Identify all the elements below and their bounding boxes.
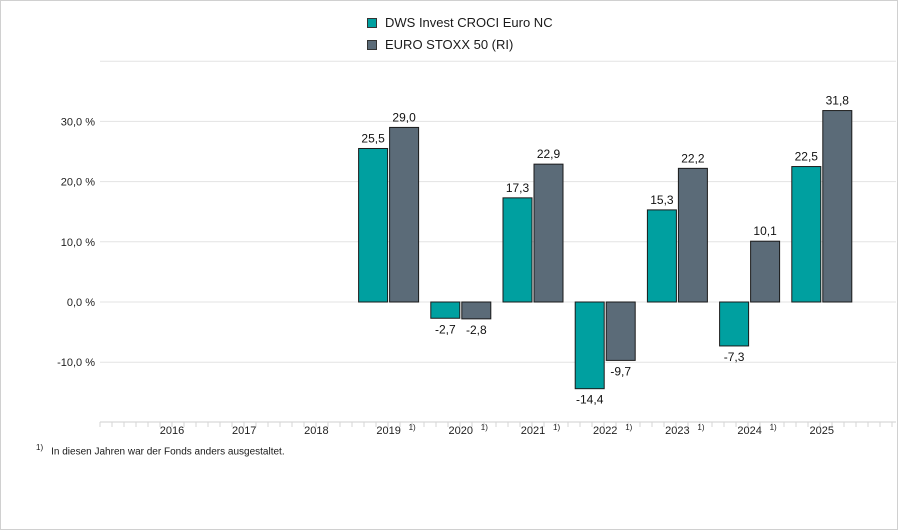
bar-fund <box>646 209 677 303</box>
x-tick-label: 2019 <box>376 425 400 437</box>
bar-fund <box>791 166 822 303</box>
x-tick-label: 2024 <box>737 425 761 437</box>
y-tick-label: 0,0 % <box>67 297 95 309</box>
legend-label-index: EURO STOXX 50 (RI) <box>385 37 514 52</box>
x-tick-label: 2017 <box>232 425 256 437</box>
x-tick-label: 2023 <box>665 425 689 437</box>
bar-fund <box>502 197 533 303</box>
bar-value-label: -14,4 <box>576 393 604 407</box>
x-tick-footnote-mark: 1) <box>409 423 416 432</box>
bar-fund <box>430 301 461 319</box>
bar-value-label: 22,9 <box>537 147 561 161</box>
bar-index <box>461 301 492 320</box>
x-tick-footnote-mark: 1) <box>553 423 560 432</box>
bar-index <box>822 110 853 303</box>
bar-chart: 30,0 % 20,0 % 10,0 % 0,0 % -10,0 % 2016 2017 20… <box>57 60 896 437</box>
bar-value-label: -7,3 <box>724 350 745 364</box>
bar-index <box>389 126 420 303</box>
footnote-text: In diesen Jahren war der Fonds anders au… <box>51 446 285 458</box>
bar-value-label: -9,7 <box>610 364 631 378</box>
legend-label-fund: DWS Invest CROCI Euro NC <box>385 15 553 30</box>
bar-value-label: 10,1 <box>753 224 777 238</box>
bar-value-label: 22,5 <box>795 150 819 164</box>
bar-value-label: 29,0 <box>392 110 416 124</box>
legend-item-fund: DWS Invest CROCI Euro NC <box>367 15 553 30</box>
bar-index <box>533 163 564 303</box>
x-tick-label: 2021 <box>521 425 545 437</box>
footnote: 1) In diesen Jahren war der Fonds anders … <box>36 443 285 457</box>
bar-value-label: 15,3 <box>650 193 674 207</box>
x-tick-label: 2016 <box>160 425 184 437</box>
bar-value-label: -2,8 <box>466 323 487 337</box>
x-tick-footnote-mark: 1) <box>697 423 704 432</box>
x-tick-footnote-mark: 1) <box>625 423 632 432</box>
y-tick-label: -10,0 % <box>57 357 95 369</box>
bar-fund <box>574 301 605 390</box>
x-tick-label: 2020 <box>449 425 473 437</box>
x-tick-label: 2018 <box>304 425 328 437</box>
x-tick-footnote-mark: 1) <box>770 423 777 432</box>
bar-index <box>605 301 636 361</box>
legend-swatch-index <box>367 39 377 50</box>
bar-value-label: 25,5 <box>361 131 385 145</box>
y-tick-label: 10,0 % <box>61 237 95 249</box>
bar-index <box>677 167 708 303</box>
legend-item-index: EURO STOXX 50 (RI) <box>367 37 513 52</box>
bar-fund <box>719 301 750 347</box>
bar-value-label: 17,3 <box>506 181 530 195</box>
x-tick-footnote-mark: 1) <box>481 423 488 432</box>
bar-index <box>750 240 781 303</box>
footnote-mark: 1) <box>36 443 44 452</box>
bar-fund <box>358 147 389 303</box>
y-tick-label: 30,0 % <box>61 116 95 128</box>
x-tick-label: 2022 <box>593 425 617 437</box>
x-tick-label: 2025 <box>810 425 834 437</box>
y-tick-label: 20,0 % <box>61 177 95 189</box>
legend-swatch-fund <box>367 17 377 28</box>
bar-value-label: 31,8 <box>826 94 850 108</box>
bar-value-label: 22,2 <box>681 151 705 165</box>
bar-value-label: -2,7 <box>435 322 456 336</box>
